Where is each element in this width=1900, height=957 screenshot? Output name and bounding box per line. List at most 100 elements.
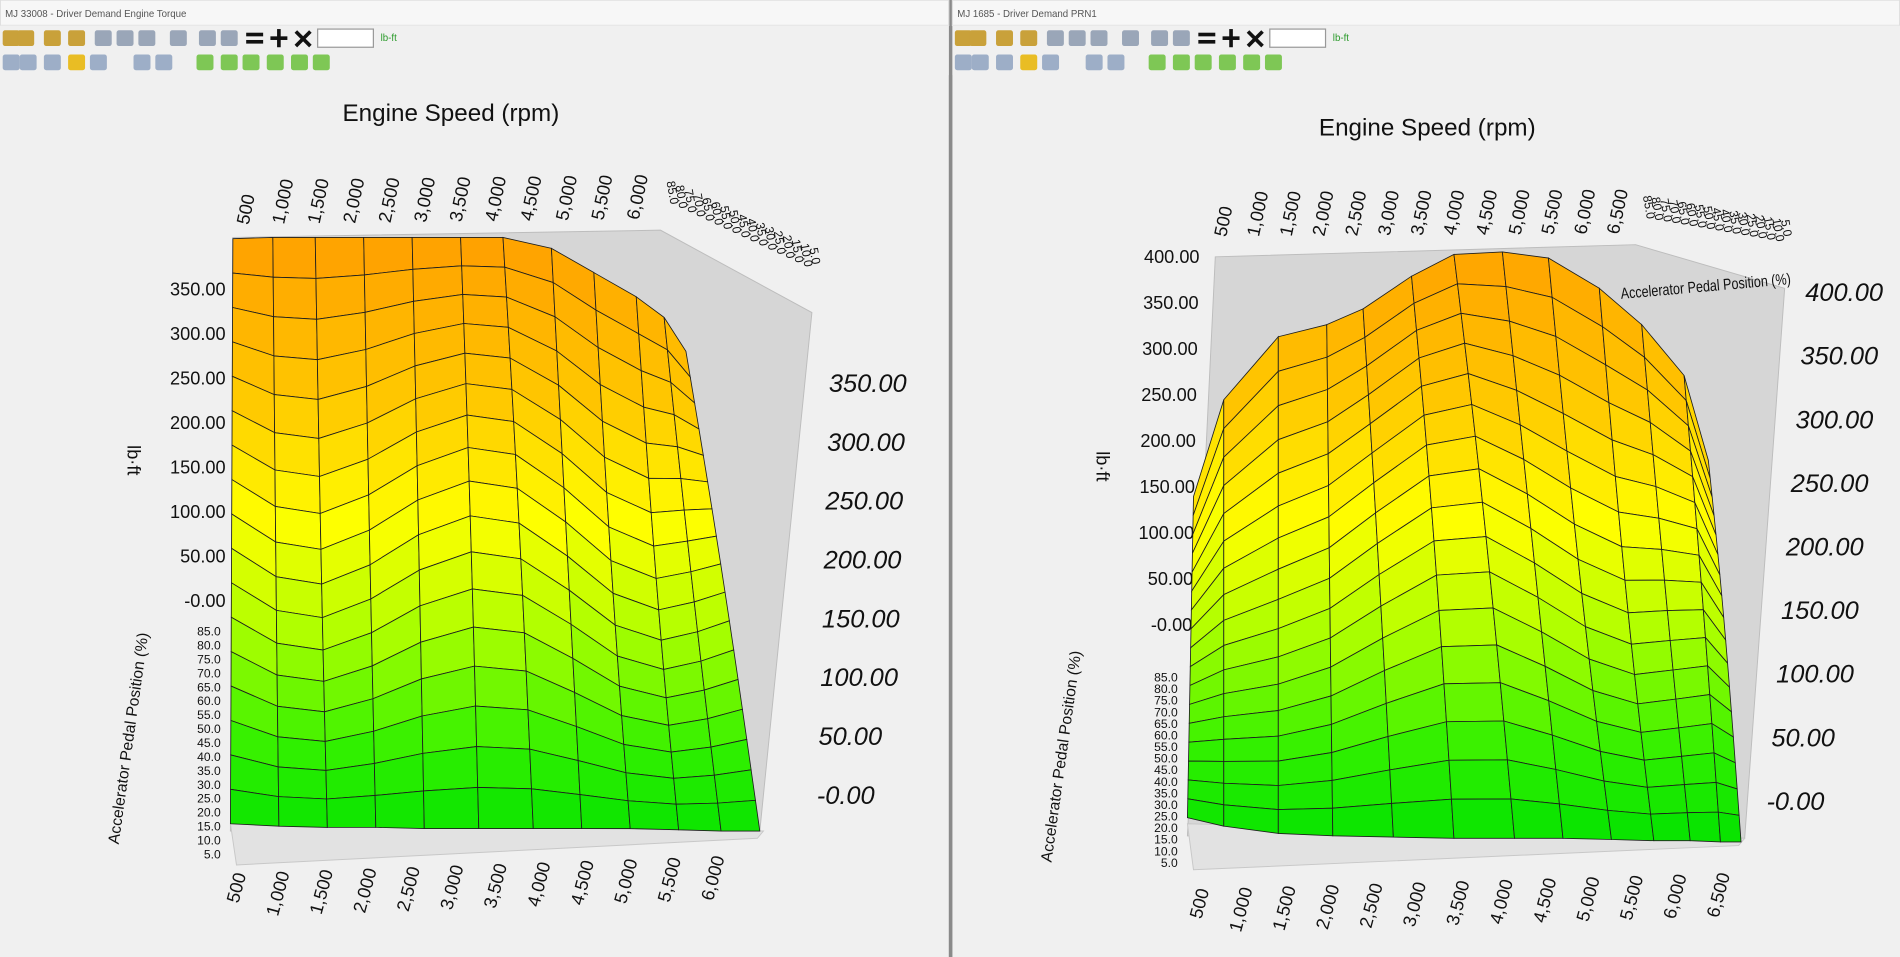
surface-cell xyxy=(1634,669,1677,705)
surface-cell xyxy=(1510,798,1564,839)
tick-label: 25.0 xyxy=(197,792,221,806)
toolbar-button[interactable] xyxy=(1046,30,1064,47)
toolbar-button[interactable] xyxy=(19,54,37,71)
surface-cell xyxy=(1277,779,1333,810)
surface-cell xyxy=(277,736,327,771)
value-input[interactable] xyxy=(317,28,374,48)
toolbar-button[interactable] xyxy=(1218,54,1236,71)
tick-label: 50.0 xyxy=(726,209,744,235)
toolbar-button[interactable] xyxy=(68,30,86,47)
value-input[interactable] xyxy=(1269,28,1327,48)
tick-label: 30.0 xyxy=(762,226,780,252)
plus-icon[interactable] xyxy=(1229,29,1233,48)
toolbar-button[interactable] xyxy=(971,54,989,71)
surface-cell xyxy=(1448,759,1512,800)
toolbar-button[interactable] xyxy=(2,30,20,47)
toolbar-button[interactable] xyxy=(1172,30,1190,47)
toolbar-button[interactable] xyxy=(266,54,284,71)
toolbar-button[interactable] xyxy=(1020,30,1038,47)
tick-label: 30.0 xyxy=(197,778,221,792)
plus-icon[interactable] xyxy=(277,29,281,48)
equal-icon[interactable] xyxy=(246,39,264,44)
tick-label: 60.0 xyxy=(1154,729,1178,743)
surface-cell xyxy=(1428,468,1483,509)
toolbar-button[interactable] xyxy=(954,30,972,47)
toolbar-button[interactable] xyxy=(312,54,330,71)
toolbar-button[interactable] xyxy=(89,54,107,71)
tick-label: 65.0 xyxy=(1674,200,1692,226)
tick-label: 50.0 xyxy=(1700,205,1718,231)
equal-icon[interactable] xyxy=(1198,32,1216,37)
equal-icon[interactable] xyxy=(1198,39,1216,44)
surface-cell xyxy=(670,746,715,779)
surface-cell xyxy=(474,665,529,711)
toolbar-button[interactable] xyxy=(1090,30,1108,47)
x-axis-title: Engine Speed (rpm) xyxy=(343,100,560,127)
tick-label: 15.0 xyxy=(1154,833,1178,847)
toolbar-button[interactable] xyxy=(1243,54,1261,71)
toolbar-button[interactable] xyxy=(43,54,61,71)
surface-cell xyxy=(1686,811,1721,843)
tick-label: 250.00 xyxy=(170,368,226,388)
tick-label: 200.00 xyxy=(1785,533,1864,561)
toolbar-button[interactable] xyxy=(220,30,238,47)
toolbar-button[interactable] xyxy=(1151,30,1169,47)
surface-cell xyxy=(1672,665,1711,700)
toolbar-button[interactable] xyxy=(68,54,86,71)
toolbar-button[interactable] xyxy=(17,30,35,47)
tick-label: 80.0 xyxy=(1649,196,1667,222)
equal-icon[interactable] xyxy=(246,32,264,37)
z-axis-title: lb·ft xyxy=(1093,451,1113,481)
tick-label: 150.00 xyxy=(170,457,226,477)
toolbar-button[interactable] xyxy=(133,54,151,71)
times-icon[interactable] xyxy=(1246,30,1264,48)
toolbar-button[interactable] xyxy=(1020,54,1038,71)
tick-label: 350.00 xyxy=(1800,343,1878,371)
toolbar-button[interactable] xyxy=(1122,30,1139,47)
surface-cell xyxy=(1650,812,1691,842)
toolbar-button[interactable] xyxy=(291,54,308,71)
toolbar-button[interactable] xyxy=(1085,54,1103,71)
toolbar-button[interactable] xyxy=(996,54,1013,71)
tick-label: 200.00 xyxy=(1140,431,1196,451)
toolbar-button[interactable] xyxy=(969,30,987,47)
surface-cell xyxy=(713,769,756,804)
tick-label: 40.0 xyxy=(1718,208,1736,234)
tick-label: 70.0 xyxy=(690,192,708,218)
toolbar-button[interactable] xyxy=(1148,54,1166,71)
tick-label: 5.0 xyxy=(204,847,221,861)
toolbar-button[interactable] xyxy=(996,30,1013,47)
surface-cell xyxy=(625,772,677,805)
toolbar-button[interactable] xyxy=(1107,54,1125,71)
toolbar-button[interactable] xyxy=(1194,54,1212,71)
tick-label: 150.00 xyxy=(1139,477,1195,497)
toolbar-button[interactable] xyxy=(1172,54,1190,71)
toolbar-button[interactable] xyxy=(954,54,972,71)
toolbar-button[interactable] xyxy=(138,30,156,47)
toolbar-button[interactable] xyxy=(220,54,238,71)
surface-cell xyxy=(1640,727,1683,761)
toolbar-button[interactable] xyxy=(1042,54,1060,71)
tick-label: 85.0 xyxy=(197,625,221,639)
title-bar xyxy=(0,0,950,27)
toolbar-button[interactable] xyxy=(2,54,20,71)
toolbar-button[interactable] xyxy=(169,30,187,47)
toolbar-button[interactable] xyxy=(242,54,260,71)
tick-label: 150.00 xyxy=(822,605,900,633)
tick-label: 20.0 xyxy=(1154,821,1178,835)
tick-label: 75.0 xyxy=(681,188,699,214)
toolbar-button[interactable] xyxy=(198,30,216,47)
unit-label: lb-ft xyxy=(1333,33,1349,44)
toolbar-button[interactable] xyxy=(43,30,61,47)
toolbar-button[interactable] xyxy=(116,30,134,47)
toolbar-button[interactable] xyxy=(1264,54,1282,71)
tick-label: 100.00 xyxy=(820,664,898,692)
toolbar-button[interactable] xyxy=(94,30,112,47)
times-icon[interactable] xyxy=(294,30,312,48)
toolbar-button[interactable] xyxy=(196,54,214,71)
surface-cell xyxy=(1453,251,1507,288)
toolbar-button[interactable] xyxy=(155,54,173,71)
surface-cell xyxy=(326,795,377,828)
toolbar-button[interactable] xyxy=(1068,30,1086,47)
tick-label: 150.00 xyxy=(1781,597,1859,625)
